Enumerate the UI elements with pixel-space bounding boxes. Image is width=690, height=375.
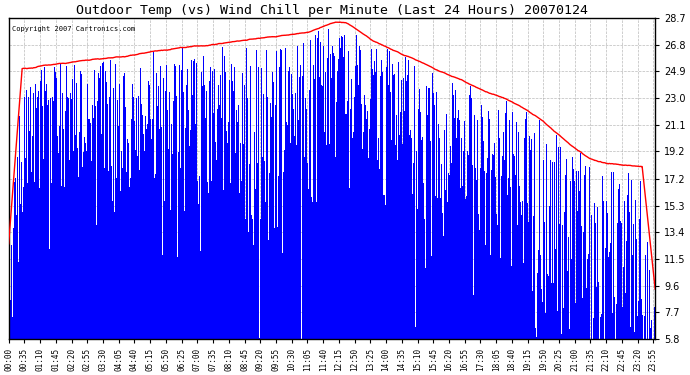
Text: Copyright 2007 Cartronics.com: Copyright 2007 Cartronics.com (12, 26, 135, 32)
Title: Outdoor Temp (vs) Wind Chill per Minute (Last 24 Hours) 20070124: Outdoor Temp (vs) Wind Chill per Minute … (76, 4, 588, 17)
